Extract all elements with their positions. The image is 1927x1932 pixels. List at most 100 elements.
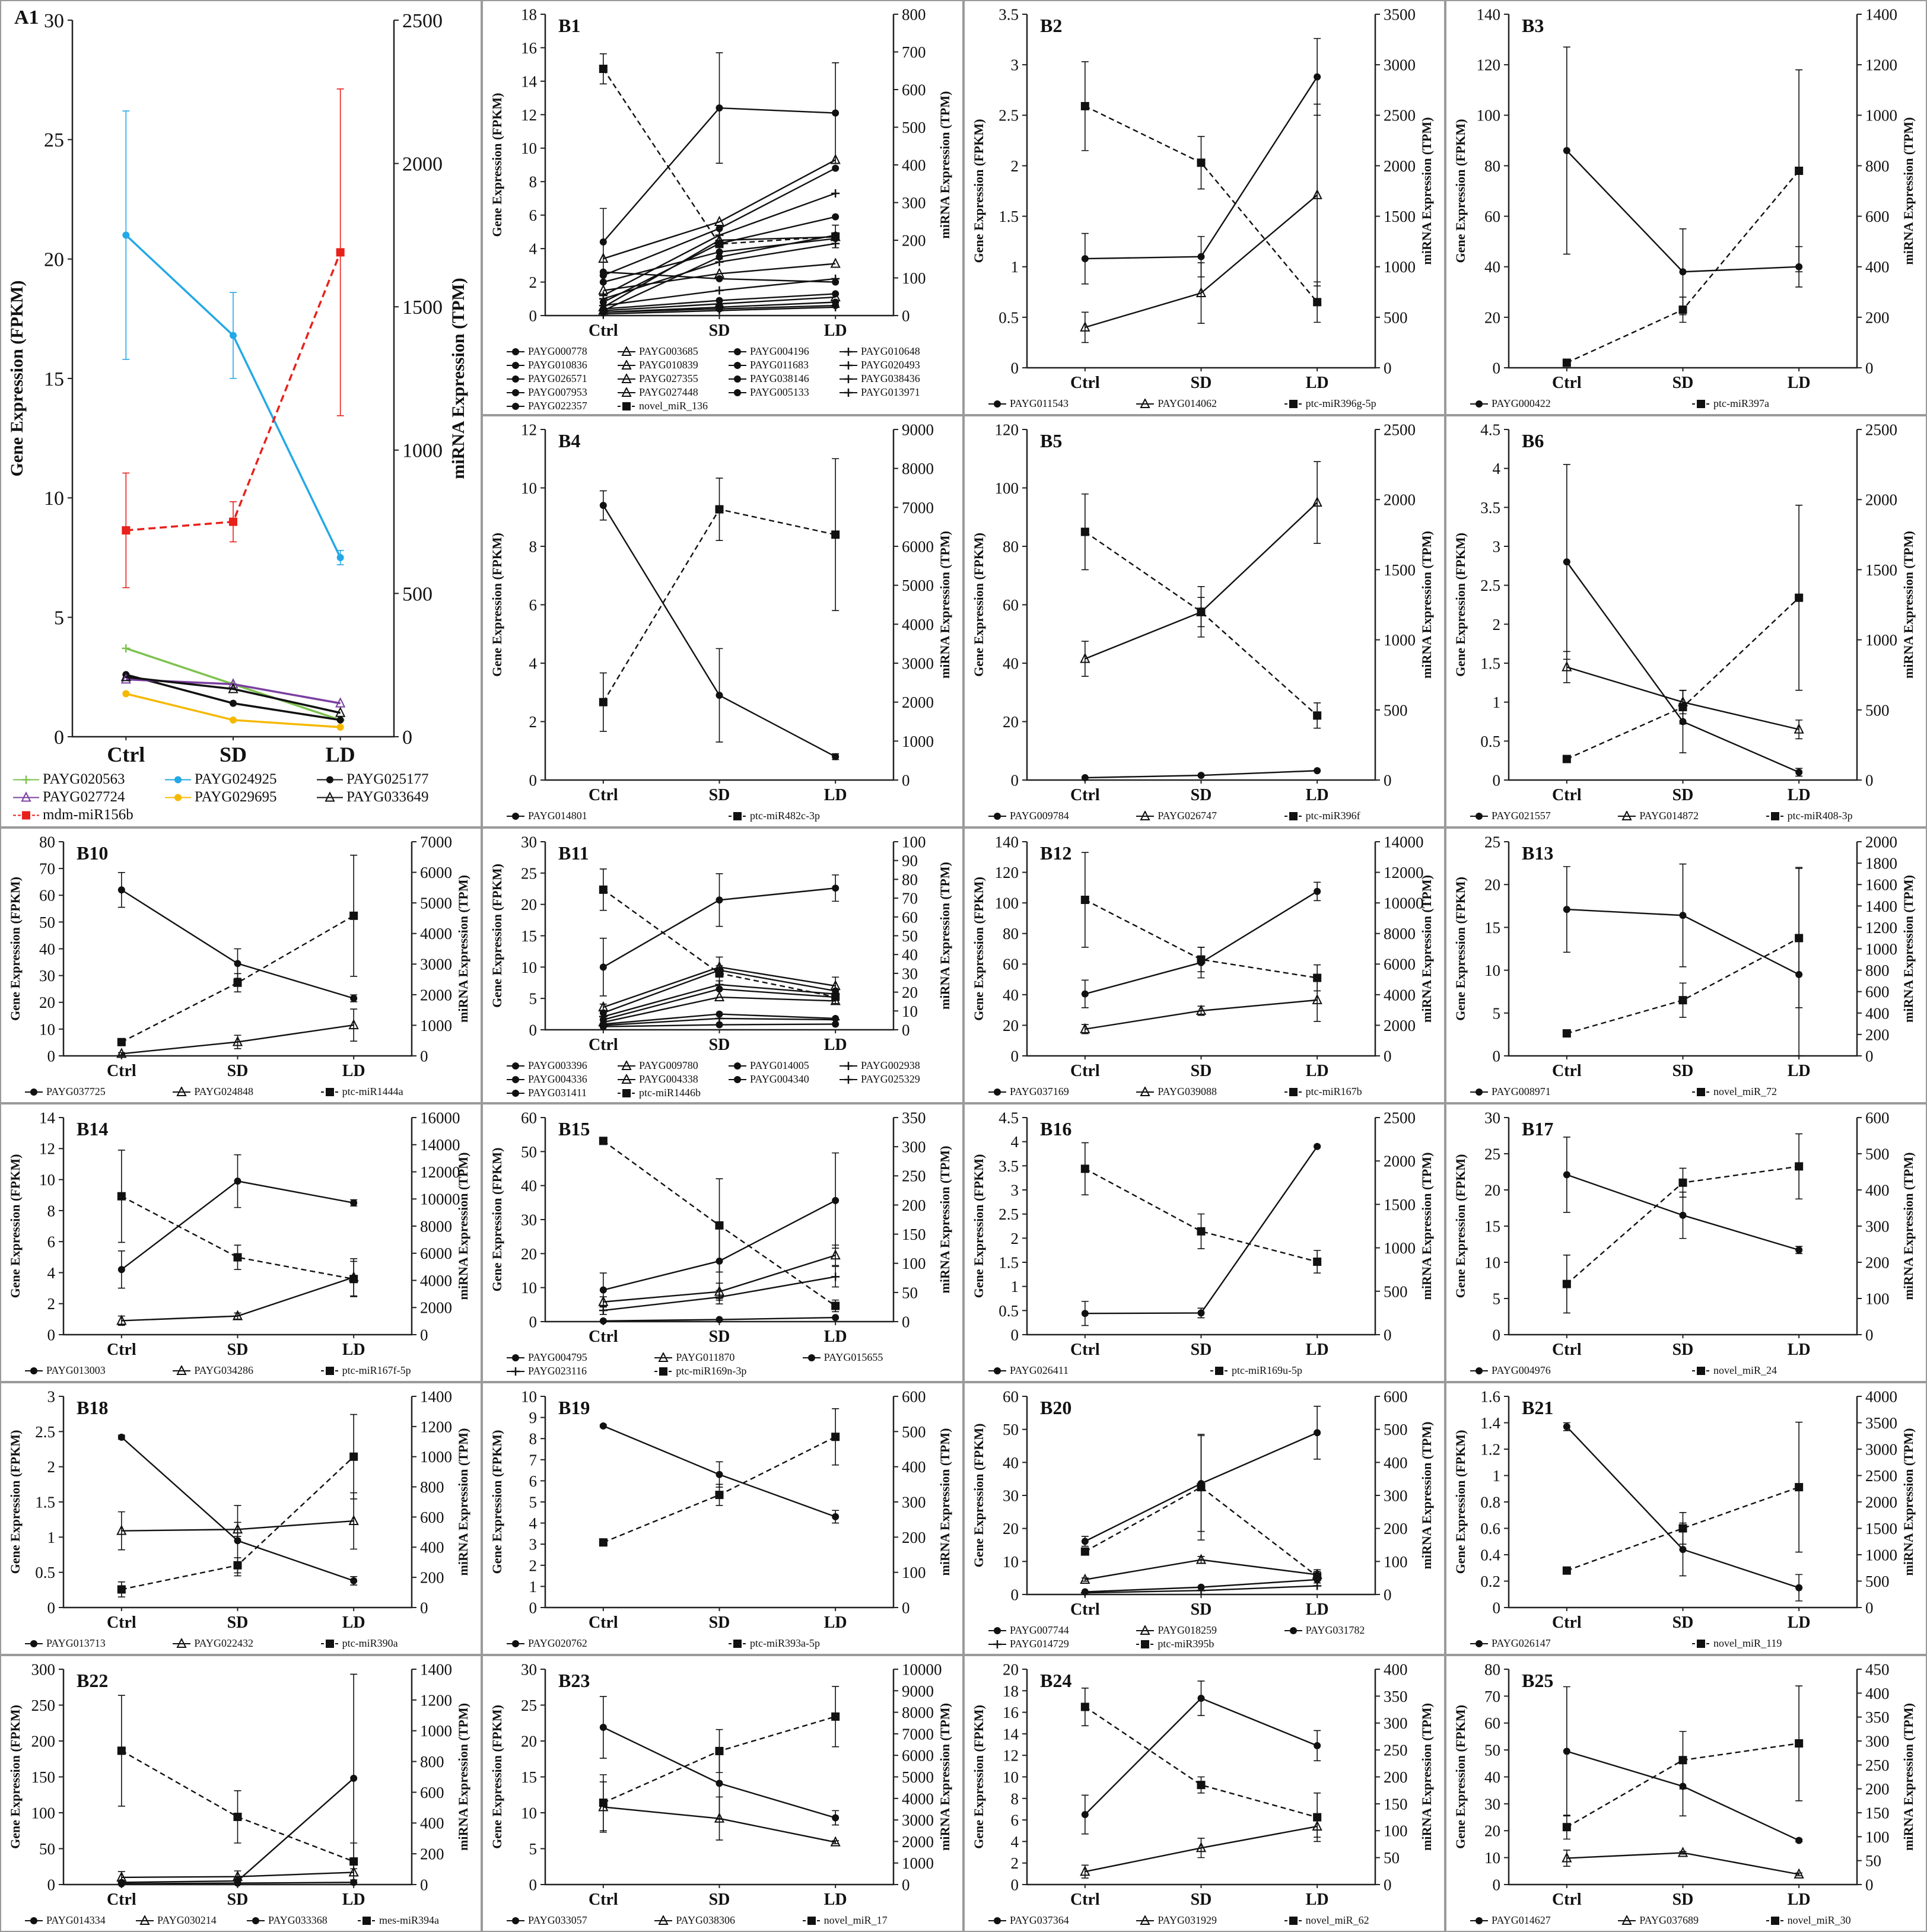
data-point [1197,158,1206,167]
legend-item: PAYG010839 [618,359,716,371]
legend-label: PAYG007953 [528,386,587,398]
y-left-tick-label: 40 [1003,654,1019,672]
series-payg018259 [1080,1554,1322,1584]
data-point [122,644,131,653]
axes: 0 2 4 6 8 10 12 0 1000 2000 3000 4000 5000 6000 7000 80… [489,421,952,804]
y-left-tick-label: 10 [39,1171,55,1189]
x-tick-label: SD [227,1613,249,1632]
legend-label: PAYG020762 [528,1637,587,1649]
y-right-tick-label: 200 [420,1845,444,1863]
y-right-tick-label: 2500 [1384,1109,1416,1126]
legend-swatch [507,1917,524,1924]
y-right-tick-label: 1500 [1384,561,1416,579]
y-right-tick-label: 50 [1865,1852,1881,1870]
legend-marker [512,375,519,383]
y-right-axis-label: miRNA Expression (TPM) [1901,1153,1916,1300]
series-line [1566,1486,1799,1571]
panel-label: B4 [558,430,580,451]
legend-item: PAYG034286 [173,1364,307,1377]
y-right-tick-label: 500 [1384,701,1408,719]
data-point [1081,990,1089,998]
y-right-tick-label: 1000 [420,1017,452,1035]
y-left-tick-label: 16 [521,39,537,57]
legend-item: PAYG029695 [164,789,304,806]
y-left-tick-label: 2 [1493,616,1501,634]
y-right-tick-label: 300 [1865,1217,1890,1235]
data-point [1679,1211,1687,1219]
data-point [832,109,840,117]
y-left-tick-label: 7 [529,1451,538,1469]
y-right-tick-label: 0 [420,1047,428,1065]
series-payg024925 [122,110,344,565]
y-left-tick-label: 4 [529,240,538,258]
series-payg000422 [1563,46,1803,316]
data-point [1081,774,1089,782]
y-right-tick-label: 1000 [1865,940,1897,958]
data-point [598,284,609,295]
legend-item: PAYG014872 [1618,810,1753,822]
y-right-tick-label: 800 [420,1478,444,1496]
error-bar [1197,262,1205,324]
panel-label: B10 [77,842,108,864]
y-right-tick-label: 1200 [1865,56,1897,74]
data-point [714,1812,725,1823]
y-left-tick-label: 1 [1493,693,1501,711]
legend-label: PAYG010836 [528,359,587,371]
panel-label: B20 [1040,1397,1071,1418]
data-point [1678,996,1687,1005]
y-left-tick-label: 1.5 [999,208,1019,225]
legend-marker [325,1087,334,1096]
y-left-tick-label: 20 [521,1245,537,1263]
legend: PAYG009784 PAYG026747 ptc-miR396f [988,810,1432,822]
legend-marker [844,347,853,356]
legend-marker [1140,1086,1150,1096]
series-ptc-mir482c-3p [599,458,840,732]
series-ptc-mir396f [1080,493,1322,729]
legend-label: PAYG004196 [750,345,809,357]
data-point [1081,1538,1089,1545]
x-tick-label: Ctrl [589,322,618,340]
data-point [234,1177,241,1185]
data-point [336,248,345,257]
y-left-axis-label: Gene Expression (FPKM) [489,1148,504,1292]
legend-swatch [320,1639,339,1648]
panel-label: A1 [14,7,39,28]
legend-marker [1697,1639,1705,1648]
legend-item: PAYG033057 [507,1914,641,1927]
y-left-axis-label: Gene Expression (FPKM) [8,1705,23,1849]
y-right-tick-label: 30 [902,965,918,982]
legend-marker [176,1086,187,1096]
x-tick-label: SD [1672,786,1694,804]
legend: PAYG037364 PAYG031929 novel_miR_62 [988,1914,1432,1927]
data-point [716,896,723,904]
y-right-tick-label: 4000 [420,925,452,943]
y-right-tick-label: 350 [1865,1708,1890,1726]
x-tick-label: Ctrl [589,1890,618,1909]
panel-b12: 0 20 40 60 80 100 120 140 0 2000 4000 6000 8000 10000… [964,827,1445,1103]
y-right-tick-label: 1200 [1865,919,1897,937]
data-point [715,505,724,514]
legend-item: PAYG018259 [1136,1624,1271,1637]
data-point [716,985,723,993]
series-ptc-mir397a [1562,69,1804,367]
chart-svg: 0 0.5 1 1.5 2 2.5 3 3.5 4 4.5 0 500 1000 1500 2000 2500… [971,1109,1434,1359]
legend-item: PAYG007744 [988,1624,1123,1637]
chart-svg: 0 20 40 60 80 100 120 0 500 1000 1500 2000 2500 Ctrl S… [971,421,1434,804]
legend-label: PAYG011870 [676,1351,735,1363]
x-tick-label: SD [1191,374,1212,392]
legend-swatch [1692,1366,1710,1375]
panel-label: B11 [558,842,589,864]
y-right-tick-label: 1500 [1384,1196,1416,1214]
x-tick-label: Ctrl [589,1036,618,1054]
legend-item: PAYG014062 [1136,397,1271,410]
legend-swatch [1284,399,1302,408]
series-payg004976 [1563,1137,1803,1255]
y-left-tick-label: 0.2 [1480,1573,1500,1590]
y-right-tick-label: 0 [1865,359,1874,377]
legend-label: ptc-miR169u-5p [1232,1364,1302,1376]
data-point [350,1199,358,1207]
x-tick-label: LD [1306,1600,1329,1619]
legend-item: PAYG037364 [988,1914,1123,1927]
data-point [234,1879,241,1887]
legend-marker [622,402,631,410]
